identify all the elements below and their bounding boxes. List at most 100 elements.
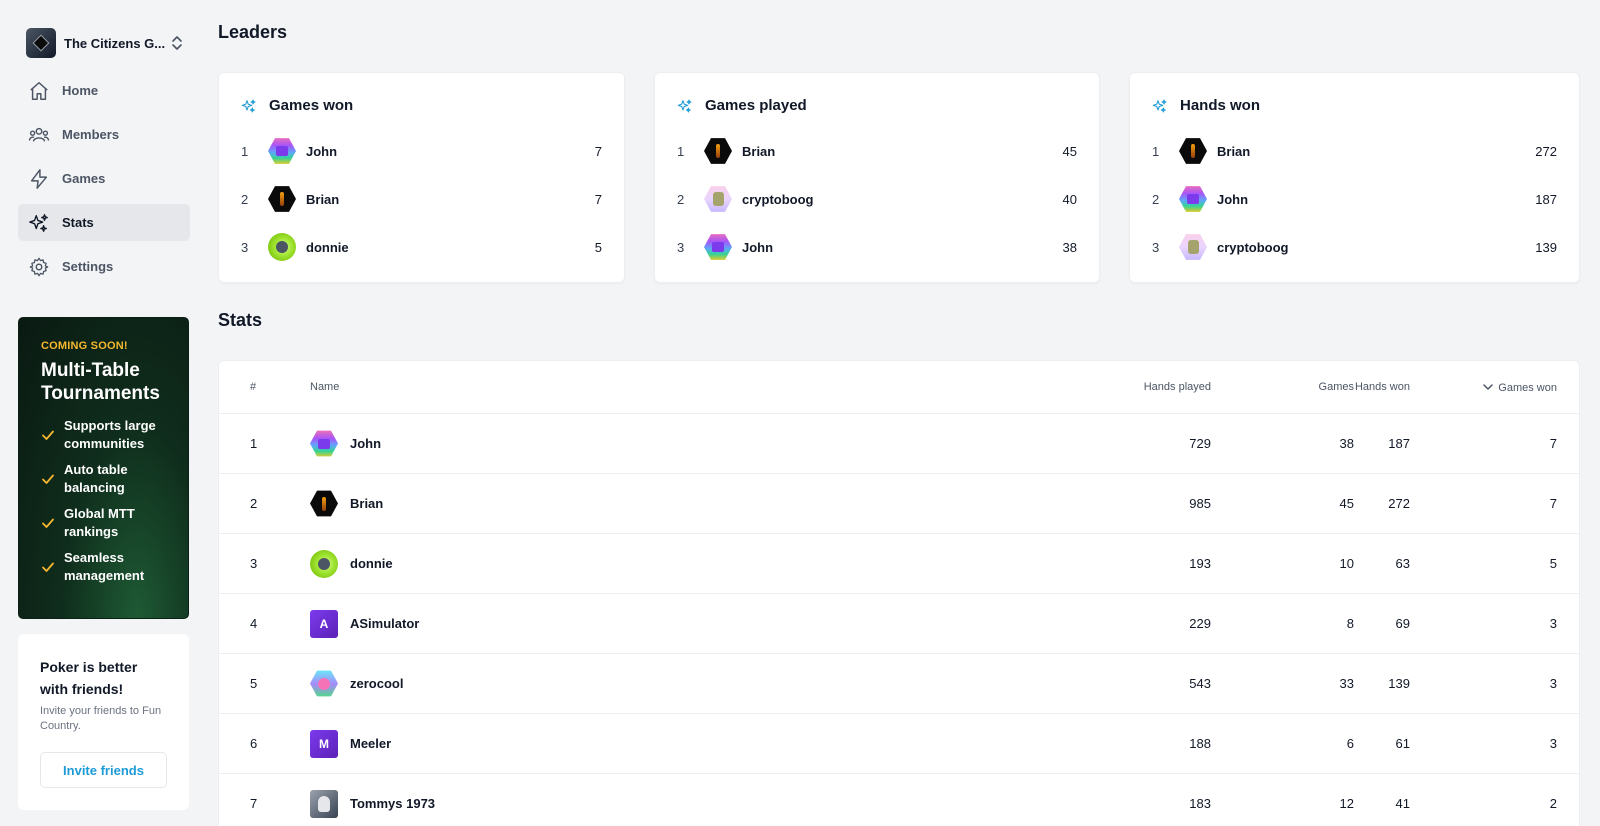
club-switcher[interactable]: The Citizens G...: [26, 28, 186, 58]
promo-feature-text: Supports large communities: [64, 418, 156, 451]
row-hands-won: 187: [1388, 436, 1410, 451]
sparkles-icon: [1152, 98, 1167, 113]
row-hands-won: 139: [1388, 676, 1410, 691]
row-hands-played: 729: [1189, 436, 1211, 451]
invite-friends-button[interactable]: Invite friends: [40, 752, 167, 788]
avatar: [1179, 186, 1207, 212]
leader-rank: 1: [677, 143, 685, 159]
column-hands-won[interactable]: Hands won: [1354, 381, 1410, 393]
leader-card-games-played: Games played 1 Brian 45 2 cryptoboog 40 …: [654, 72, 1100, 283]
leader-name[interactable]: cryptoboog: [1217, 239, 1289, 255]
leaders-title: Leaders: [218, 22, 288, 42]
leader-row: 2 John 187: [1152, 184, 1557, 214]
nav-item-stats[interactable]: Stats: [18, 204, 190, 241]
row-games-won: 7: [1549, 496, 1557, 511]
sparkles-icon: [29, 213, 48, 232]
row-name[interactable]: ASimulator: [350, 616, 420, 631]
row-rank: 7: [250, 796, 258, 811]
column-rank: #: [250, 381, 257, 393]
promo-feature-text: Global MTT rankings: [64, 506, 135, 539]
leader-card-header: Hands won: [1152, 97, 1260, 114]
promo-card: COMING SOON! Multi-Table Tournaments Sup…: [18, 317, 189, 619]
leader-name[interactable]: John: [742, 239, 774, 255]
row-games-won: 2: [1549, 796, 1557, 811]
leader-value: 139: [1535, 239, 1557, 255]
column-games[interactable]: Games: [1318, 381, 1354, 393]
row-player: M Meeler: [310, 714, 391, 773]
column-hands-played[interactable]: Hands played: [1143, 381, 1211, 393]
row-name[interactable]: Brian: [350, 496, 384, 511]
leader-name[interactable]: cryptoboog: [742, 191, 814, 207]
leader-name[interactable]: Brian: [306, 191, 340, 207]
row-games: 33: [1339, 676, 1354, 691]
row-hands-played: 188: [1189, 736, 1211, 751]
leader-name[interactable]: John: [1217, 191, 1249, 207]
check-icon: [42, 474, 54, 484]
row-hands-won: 63: [1395, 556, 1410, 571]
row-rank: 1: [250, 436, 258, 451]
nav-item-games[interactable]: Games: [18, 160, 190, 197]
avatar-letter: M: [319, 736, 329, 751]
leader-rank: 2: [677, 191, 685, 207]
row-name[interactable]: donnie: [350, 556, 393, 571]
row-games-won: 3: [1549, 736, 1557, 751]
avatar: [704, 186, 732, 212]
leader-value: 5: [594, 239, 602, 255]
avatar: A: [310, 609, 338, 638]
nav-label: Stats: [62, 215, 94, 230]
chevron-down-icon: [1483, 384, 1494, 390]
row-hands-won: 69: [1395, 616, 1410, 631]
leader-card-title: Hands won: [1180, 97, 1261, 114]
row-hands-played: 543: [1189, 676, 1211, 691]
sparkles-icon: [677, 98, 692, 113]
chevron-up-down-icon: [172, 36, 182, 50]
gear-icon: [29, 257, 49, 276]
row-games: 6: [1346, 736, 1354, 751]
table-row[interactable]: 7 Tommys 1973 183 41 12 2: [219, 774, 1579, 826]
table-row[interactable]: 2 Brian 985 272 45 7: [219, 474, 1579, 534]
promo-feature: Seamless management: [41, 549, 172, 585]
row-player: donnie: [310, 534, 393, 593]
column-name: Name: [310, 381, 340, 393]
table-row[interactable]: 3 donnie 193 63 10 5: [219, 534, 1579, 594]
leader-name[interactable]: Brian: [742, 143, 776, 159]
lightning-icon: [30, 168, 48, 189]
row-games: 45: [1339, 496, 1354, 511]
row-hands-played: 183: [1189, 796, 1211, 811]
leader-name[interactable]: John: [306, 143, 338, 159]
nav-label: Home: [62, 83, 99, 98]
column-games-won[interactable]: Games won: [1482, 381, 1557, 394]
row-hands-played: 985: [1189, 496, 1211, 511]
row-games: 38: [1339, 436, 1354, 451]
leader-row: 3 John 38: [677, 232, 1077, 262]
table-row[interactable]: 5 zerocool 543 139 33 3: [219, 654, 1579, 714]
leader-value: 187: [1535, 191, 1557, 207]
nav-item-home[interactable]: Home: [18, 72, 190, 109]
row-rank: 2: [250, 496, 258, 511]
table-row[interactable]: 6 M Meeler 188 61 6 3: [219, 714, 1579, 774]
avatar: [310, 490, 338, 517]
row-name[interactable]: Tommys 1973: [350, 796, 436, 811]
row-name[interactable]: John: [350, 436, 382, 451]
nav-label: Members: [62, 127, 120, 142]
leader-name[interactable]: donnie: [306, 239, 349, 255]
avatar: [310, 789, 338, 818]
row-name[interactable]: Meeler: [350, 736, 392, 751]
leader-name[interactable]: Brian: [1217, 143, 1251, 159]
nav-item-settings[interactable]: Settings: [18, 248, 190, 285]
row-name[interactable]: zerocool: [350, 676, 404, 691]
stats-title: Stats: [218, 310, 263, 330]
leader-rank: 2: [1152, 191, 1160, 207]
promo-title: Multi-Table Tournaments: [41, 360, 160, 404]
row-games-won: 5: [1549, 556, 1557, 571]
table-row[interactable]: 4 A ASimulator 229 69 8 3: [219, 594, 1579, 654]
promo-feature-text: Seamless management: [64, 550, 145, 583]
nav-item-members[interactable]: Members: [18, 116, 190, 153]
promo-feature: Supports large communities: [41, 417, 172, 453]
nav-label: Settings: [62, 259, 114, 274]
avatar: [1179, 234, 1207, 260]
row-hands-won: 272: [1388, 496, 1410, 511]
leader-value: 7: [594, 191, 602, 207]
row-games: 8: [1346, 616, 1354, 631]
table-row[interactable]: 1 John 729 187 38 7: [219, 414, 1579, 474]
